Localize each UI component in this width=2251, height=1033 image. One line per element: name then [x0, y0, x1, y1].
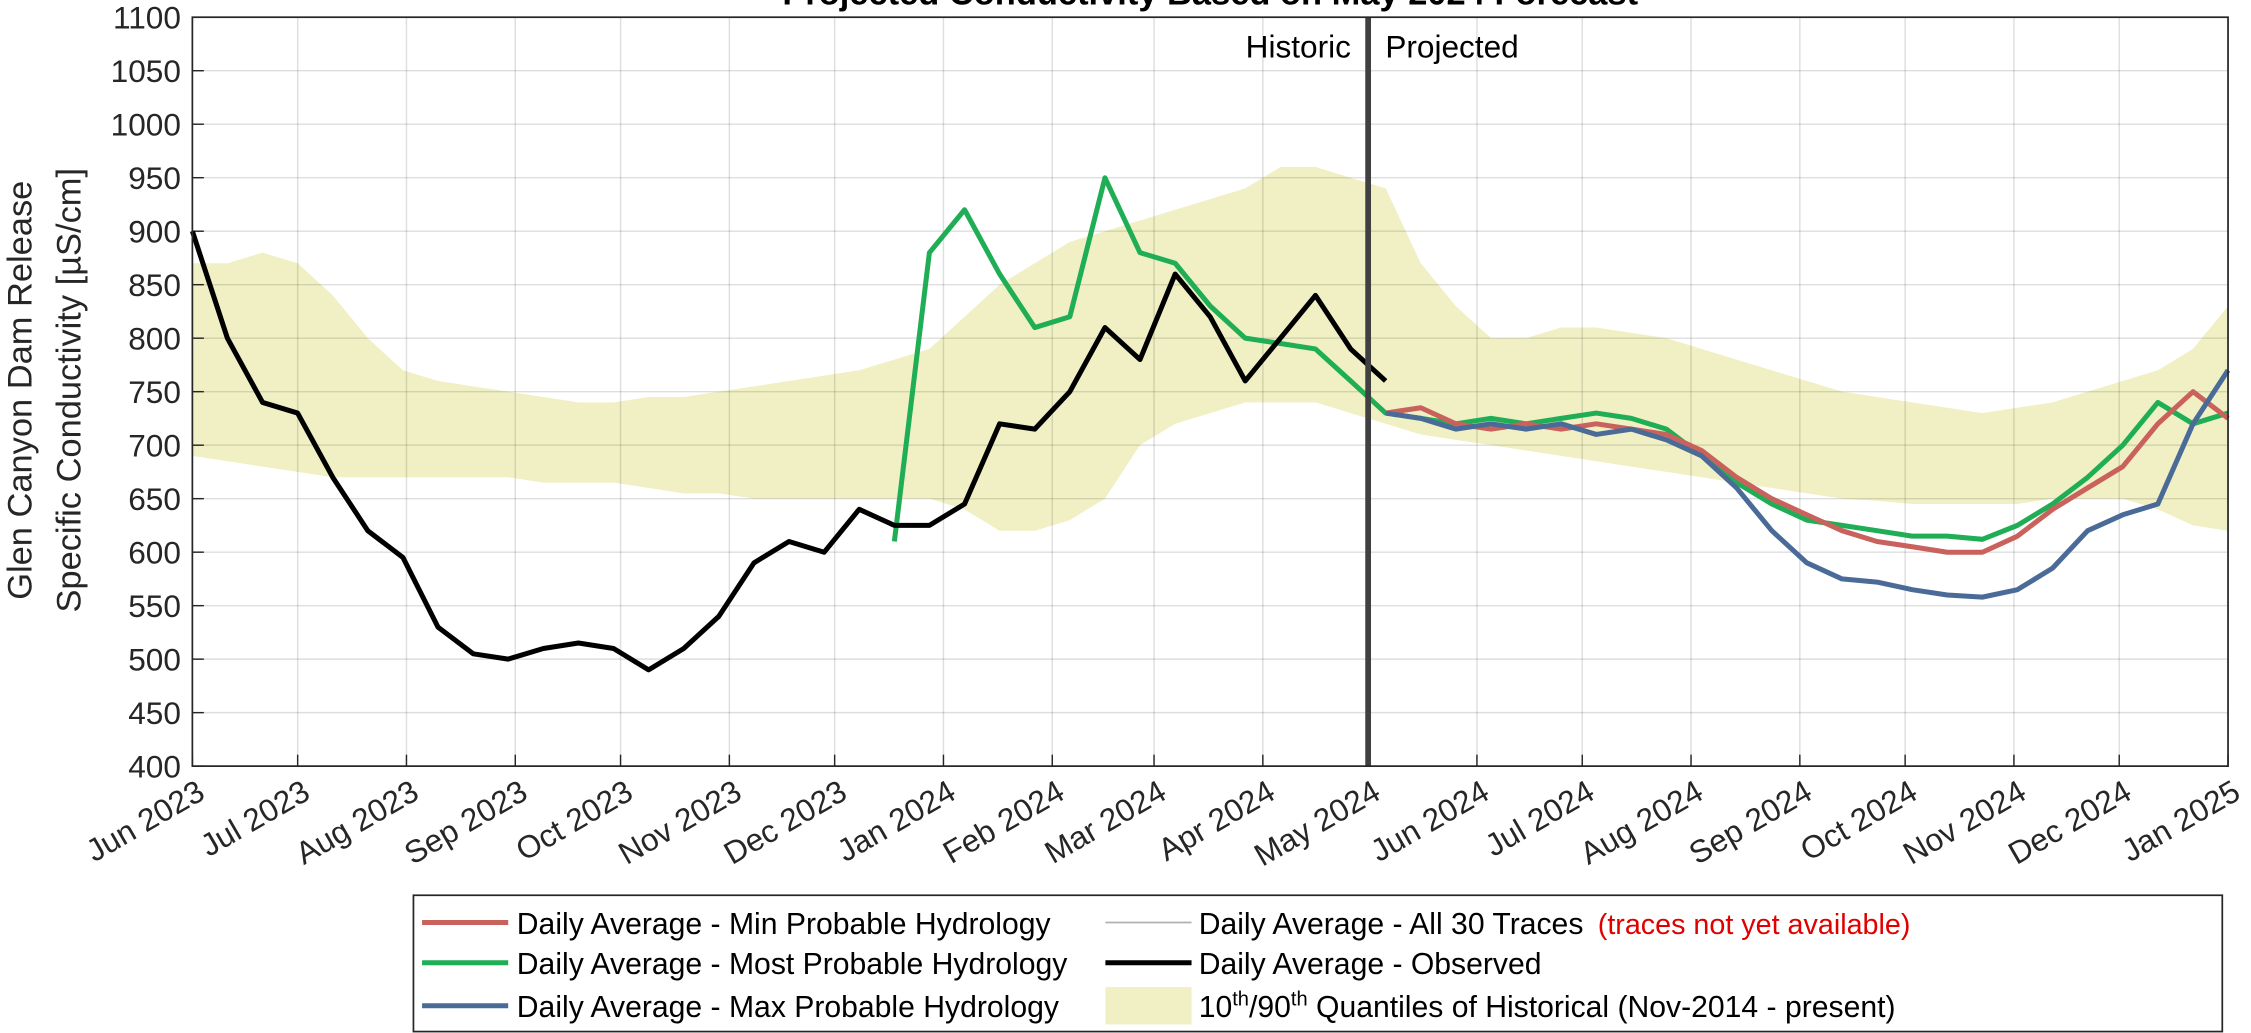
legend-box: [412, 894, 2224, 1033]
legend-swatch: [1105, 987, 1192, 1025]
y-axis-label: Specific Conductivity [µS/cm]: [50, 168, 88, 613]
y-tick-label: 1050: [111, 53, 181, 89]
legend-label: Daily Average - Min Probable Hydrology: [517, 908, 1051, 941]
annotation: Historic: [1246, 28, 1351, 64]
chart-title: Projected Conductivity Based on May 2024…: [782, 0, 1638, 12]
legend-label: 10th/90th Quantiles of Historical (Nov-2…: [1199, 989, 1896, 1024]
series-line: [891, 175, 2229, 542]
legend-label: Daily Average - Max Probable Hydrology: [517, 991, 1059, 1024]
legend-label-part: Quantiles of Historical (Nov-2014 - pres…: [1308, 991, 1896, 1024]
plot-frame: [191, 16, 2229, 768]
y-tick-label: 450: [128, 695, 181, 731]
series-line: [189, 230, 1388, 673]
y-tick-label: 950: [128, 160, 181, 196]
legend-note: (traces not yet available): [1598, 909, 1911, 941]
y-tick-label: 550: [128, 588, 181, 624]
legend-label-part: th: [1232, 989, 1249, 1011]
legend-label: Daily Average - Observed: [1199, 948, 1542, 981]
legend-label: Daily Average - All 30 Traces: [1199, 908, 1584, 941]
y-tick-label: 600: [128, 535, 181, 571]
legend-label-part: 10: [1199, 991, 1233, 1024]
annotation: Projected: [1385, 28, 1518, 64]
legend-label-part: /90: [1249, 991, 1291, 1024]
quantile-band: [192, 167, 2229, 531]
legend-label: Daily Average - Most Probable Hydrology: [517, 948, 1067, 981]
y-tick-label: 650: [128, 481, 181, 517]
series-line: [1385, 368, 2231, 600]
legend-label-part: th: [1291, 989, 1308, 1011]
y-tick-label: 700: [128, 428, 181, 464]
series-line: [1385, 389, 2230, 555]
y-tick-label: 500: [128, 642, 181, 678]
y-tick-label: 800: [128, 321, 181, 357]
y-tick-label: 850: [128, 267, 181, 303]
y-tick-label: 400: [128, 749, 181, 785]
y-axis-label: Glen Canyon Dam Release: [2, 181, 40, 600]
y-tick-label: 900: [128, 214, 181, 250]
y-tick-label: 1100: [113, 0, 181, 36]
y-tick-label: 750: [128, 374, 181, 410]
y-tick-label: 1000: [111, 107, 181, 143]
